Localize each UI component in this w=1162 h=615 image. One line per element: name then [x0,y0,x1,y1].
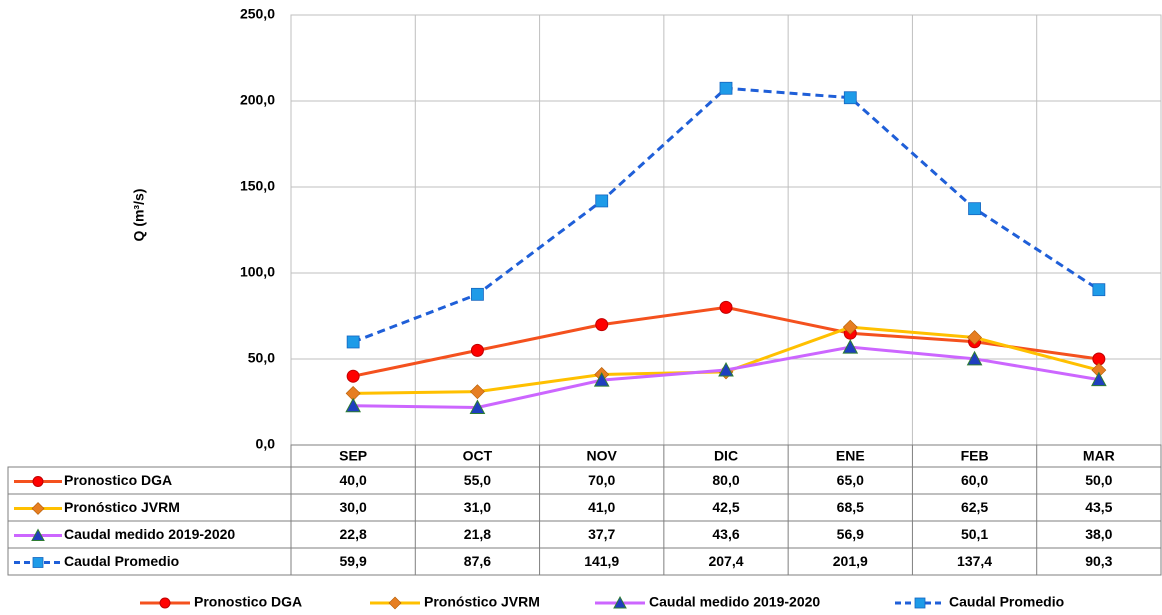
x-tick-label: OCT [463,448,493,464]
marker [595,194,609,208]
marker [31,528,45,541]
table-value: 31,0 [464,499,491,515]
x-tick-label: MAR [1083,448,1115,464]
table-value: 41,0 [588,499,615,515]
table-value: 40,0 [340,472,367,488]
table-value: 59,9 [340,553,367,569]
table-value: 56,9 [837,526,864,542]
table-value: 60,0 [961,472,988,488]
y-tick-label: 0,0 [256,436,276,452]
marker [470,384,485,400]
legend-label: Pronóstico JVRM [424,594,540,610]
y-tick-label: 200,0 [240,92,275,108]
table-value: 201,9 [833,553,868,569]
marker [718,361,734,377]
marker [346,369,360,383]
table-series-name: Caudal Promedio [64,553,179,569]
x-tick-label: NOV [587,448,618,464]
table-value: 55,0 [464,472,491,488]
marker [842,339,859,354]
table-value: 70,0 [588,472,615,488]
marker [31,502,45,515]
table-value: 90,3 [1085,553,1112,569]
table-value: 50,0 [1085,472,1112,488]
y-tick-label: 100,0 [240,264,275,280]
marker [593,372,610,387]
marker [967,330,982,345]
y-tick-label: 150,0 [240,178,275,194]
marker [966,350,983,366]
marker [842,319,858,335]
plot-area [290,14,1162,446]
x-tick-label: FEB [961,448,989,464]
y-tick-label: 250,0 [240,6,275,22]
table-value: 42,5 [712,499,739,515]
table-value: 207,4 [708,553,743,569]
marker [968,202,981,216]
y-tick-label: 50,0 [248,350,275,366]
table-value: 137,4 [957,553,992,569]
x-tick-label: SEP [339,448,367,464]
marker [470,343,484,357]
marker [346,335,360,349]
marker [719,300,733,314]
x-tick-label: ENE [836,448,865,464]
marker [613,595,627,609]
marker [914,597,926,609]
marker [159,597,171,609]
marker [32,557,44,568]
table-value: 141,9 [584,553,619,569]
table-value: 43,5 [1085,499,1112,515]
table-value: 65,0 [837,472,864,488]
table-value: 62,5 [961,499,988,515]
marker [595,318,609,332]
table-value: 38,0 [1085,526,1112,542]
legend-label: Caudal Promedio [949,594,1064,610]
marker [1092,283,1106,297]
legend-label: Caudal medido 2019-2020 [649,594,820,610]
table-value: 43,6 [712,526,739,542]
table-value: 21,8 [464,526,491,542]
marker [471,287,484,301]
table-series-name: Pronostico DGA [64,472,172,488]
table-value: 22,8 [340,526,367,542]
legend-label: Pronostico DGA [194,594,302,610]
y-axis-label: Q (m³/s) [131,189,147,242]
marker [719,81,733,95]
table-value: 30,0 [340,499,367,515]
marker [32,476,44,487]
marker [345,397,361,413]
table-value: 37,7 [588,526,615,542]
table-value: 80,0 [712,472,739,488]
marker [1091,371,1107,387]
table-value: 50,1 [961,526,988,542]
table-series-name: Caudal medido 2019-2020 [64,526,235,542]
x-tick-label: DIC [714,448,738,464]
marker [469,399,486,415]
table-series-name: Pronóstico JVRM [64,499,180,515]
table-value: 68,5 [837,499,864,515]
marker [388,596,402,610]
table-value: 87,6 [464,553,491,569]
marker [843,91,857,105]
